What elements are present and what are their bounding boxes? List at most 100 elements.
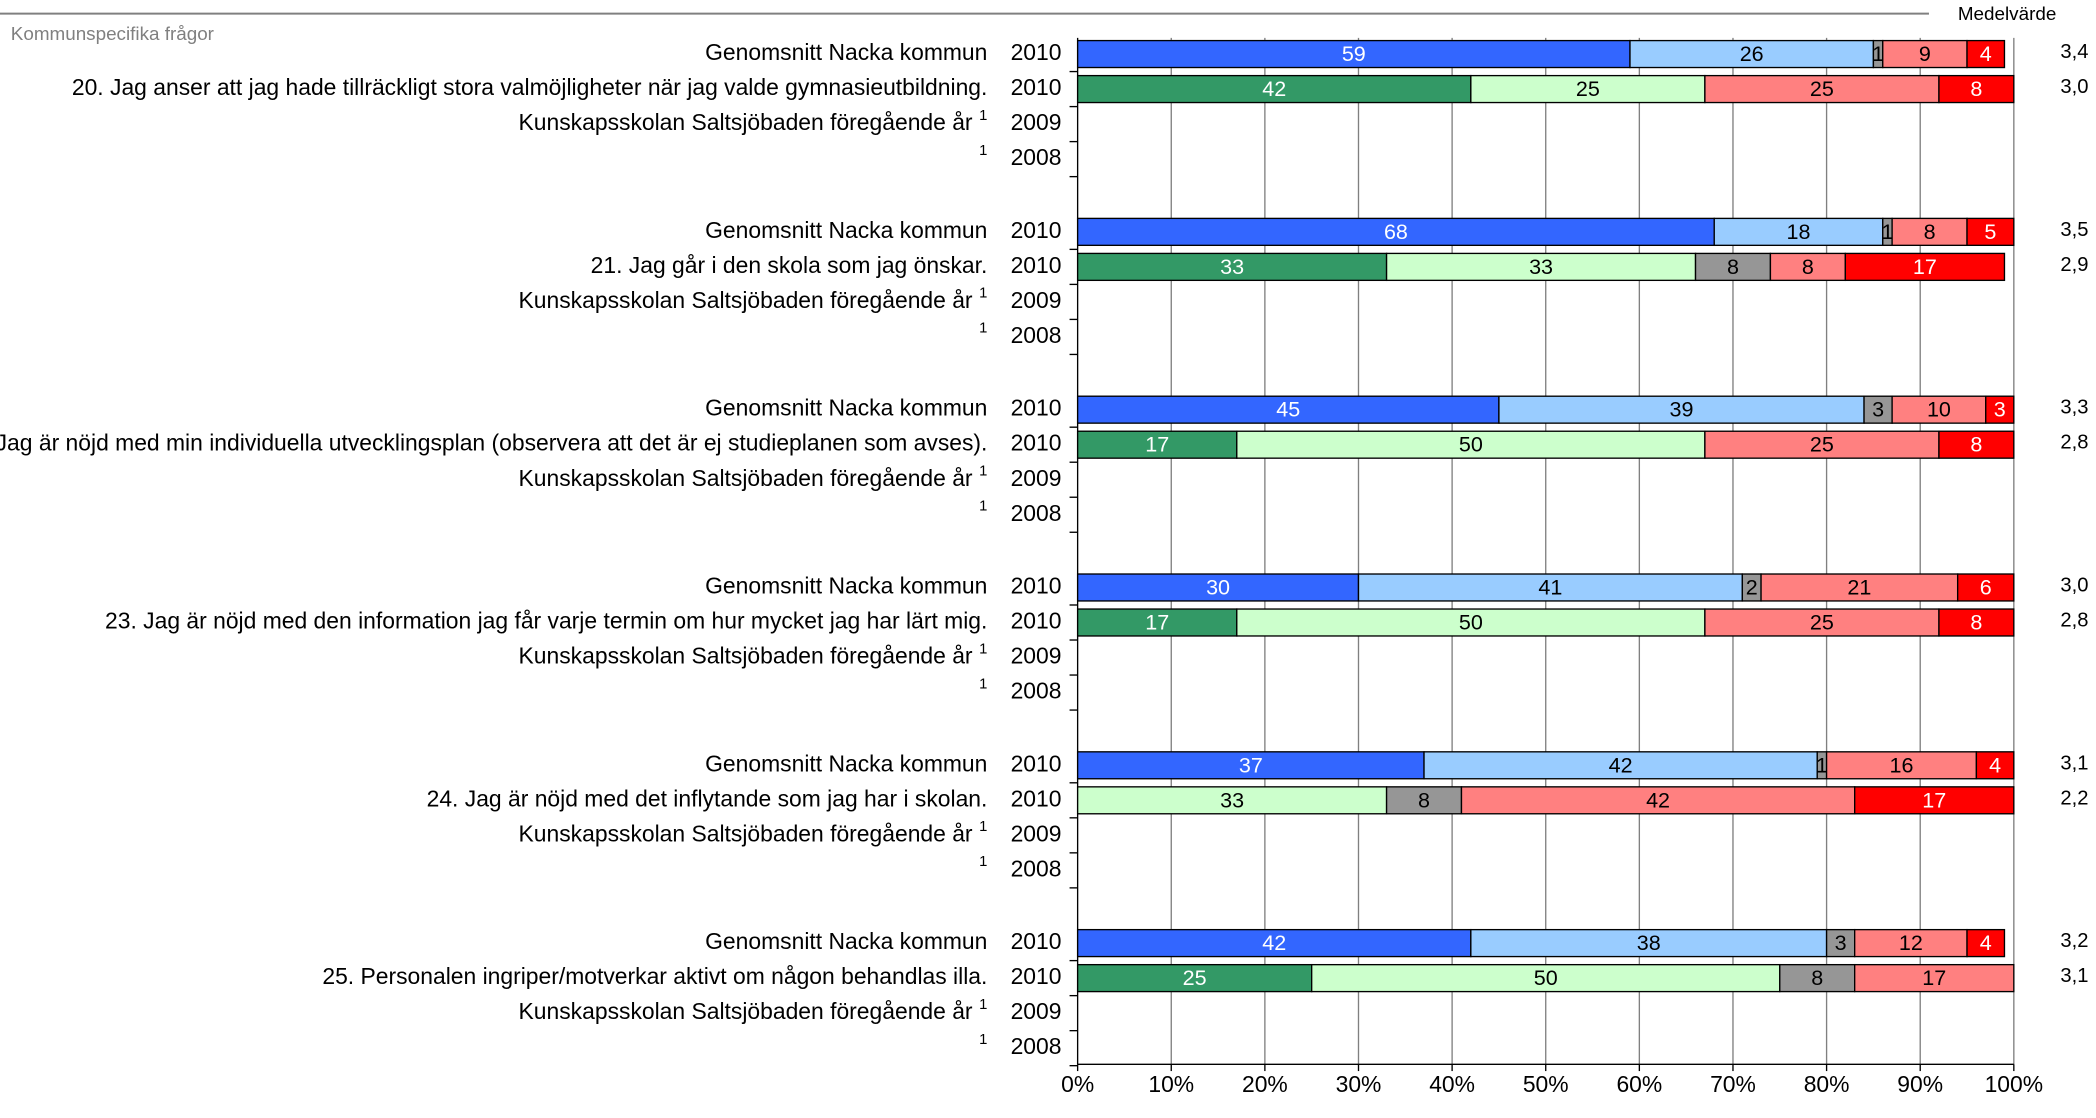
bar-segment (1938, 608, 2015, 637)
row-note: 1 (979, 819, 987, 835)
bar-label: 25 (1810, 432, 1834, 457)
bar-segment (1470, 74, 1706, 104)
row-year: 2009 (1011, 643, 1062, 669)
row-label: Genomsnitt Nacka kommun (705, 217, 987, 243)
row-year: 2010 (1011, 785, 1062, 811)
bar-segment (1854, 963, 2015, 993)
mean-value: 3,0 (2060, 574, 2088, 596)
bar-label: 6 (1980, 575, 1992, 600)
question: 22. Jag är nöjd med min individuella utv… (0, 430, 987, 456)
bar-segment (1966, 217, 2015, 247)
bar-segment (1498, 395, 1865, 424)
bar-segment (1076, 39, 1631, 69)
bar-label: 1 (1816, 752, 1828, 777)
bar-segment (1076, 928, 1472, 958)
bar-label: 8 (1970, 610, 1982, 635)
bar-segment (1311, 963, 1781, 993)
bar-segment (1844, 252, 2006, 282)
bar-label: 17 (1913, 254, 1937, 279)
bar-segment (1891, 395, 1987, 424)
bar-label: 8 (1970, 76, 1982, 101)
row-year: 2010 (1011, 39, 1062, 65)
x-tick-label: 80% (1804, 1071, 1850, 1097)
bar-label: 4 (1989, 752, 2001, 777)
bar-label: 59 (1342, 41, 1366, 66)
bar-segment (1076, 786, 1388, 815)
bar-label: 38 (1637, 930, 1661, 955)
row-label: Kunskapsskolan Saltsjöbaden föregående å… (519, 109, 973, 135)
row-label: Genomsnitt Nacka kommun (705, 928, 987, 954)
row-year: 2010 (1011, 928, 1062, 954)
bar-segment (1076, 252, 1388, 282)
bar-segment (1760, 573, 1959, 602)
row-label: Genomsnitt Nacka kommun (705, 395, 987, 421)
bar-label: 42 (1262, 930, 1286, 955)
bar-segment (1076, 217, 1715, 247)
bar-label: 1 (1872, 41, 1884, 66)
bar-segment (1779, 963, 1856, 993)
x-tick-label: 60% (1616, 1071, 1662, 1097)
mean-value: 3,3 (2060, 397, 2088, 419)
bar-segment (1891, 217, 1968, 247)
bar-segment (1629, 39, 1875, 69)
mean-value: 2,8 (2060, 610, 2088, 632)
x-tick-label: 100% (1985, 1071, 2044, 1097)
bar-segment (1938, 74, 2015, 104)
bar-label: 50 (1459, 610, 1483, 635)
bar-label: 8 (1924, 219, 1936, 244)
bar-label: 17 (1145, 610, 1169, 635)
bar-segment (1985, 395, 2015, 424)
bar-segment (1854, 786, 2015, 815)
x-tick-label: 10% (1148, 1071, 1194, 1097)
row-note: 1 (979, 676, 987, 692)
row-label: Genomsnitt Nacka kommun (705, 573, 987, 599)
row-note: 1 (979, 997, 987, 1013)
bar-label: 17 (1922, 787, 1946, 812)
row-year: 2009 (1011, 998, 1062, 1024)
bar-segment (1236, 608, 1706, 637)
bar-segment (1076, 963, 1313, 993)
x-tick-label: 40% (1429, 1071, 1475, 1097)
row-note: 1 (979, 286, 987, 302)
bar-label: 2 (1746, 575, 1758, 600)
bar-label: 68 (1384, 219, 1408, 244)
bar-segment (1704, 608, 1940, 637)
mean-value: 3,1 (2060, 752, 2088, 774)
bar-label: 42 (1646, 787, 1670, 812)
row-year: 2010 (1011, 74, 1062, 100)
bar-label: 25 (1576, 76, 1600, 101)
bar-label: 17 (1145, 432, 1169, 457)
row-year: 2010 (1011, 963, 1062, 989)
row-year: 2010 (1011, 430, 1062, 456)
x-tick-label: 30% (1336, 1071, 1382, 1097)
bar-label: 3 (1835, 930, 1847, 955)
bar-label: 50 (1534, 965, 1558, 990)
bar-label: 8 (1418, 787, 1430, 812)
row-year: 2009 (1011, 820, 1062, 846)
bar-label: 9 (1919, 41, 1931, 66)
row-label: Kunskapsskolan Saltsjöbaden föregående å… (519, 287, 973, 313)
mean-value: 3,4 (2060, 41, 2088, 63)
bar-segment (1713, 217, 1884, 247)
row-label: Genomsnitt Nacka kommun (705, 750, 987, 776)
row-note: 1 (979, 641, 987, 657)
value-header: Medelvärde (1958, 3, 2056, 24)
bar-segment (1966, 928, 2006, 958)
bar-segment (1882, 39, 1968, 69)
mean-value: 2,8 (2060, 432, 2088, 454)
bar-label: 33 (1529, 254, 1553, 279)
bar-segment (1769, 252, 1846, 282)
bar-label: 8 (1802, 254, 1814, 279)
bar-segment (1854, 928, 1968, 958)
question: 23. Jag är nöjd med den information jag … (105, 608, 987, 634)
bar-segment (1236, 430, 1706, 459)
bar-segment (1956, 573, 2015, 602)
row-year: 2008 (1011, 322, 1062, 348)
bar-label: 5 (1984, 219, 1996, 244)
row-year: 2010 (1011, 252, 1062, 278)
bar-label: 25 (1183, 965, 1207, 990)
row-year: 2010 (1011, 750, 1062, 776)
row-year: 2009 (1011, 287, 1062, 313)
bar-label: 10 (1927, 397, 1951, 422)
